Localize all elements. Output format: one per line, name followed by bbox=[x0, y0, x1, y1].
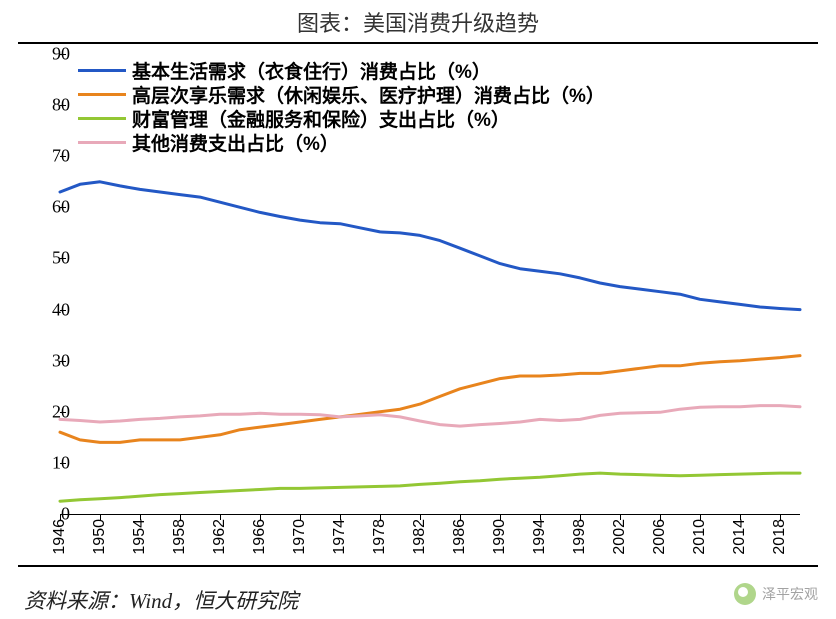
series-line-wealth bbox=[60, 473, 800, 501]
x-tick-label: 1950 bbox=[91, 519, 109, 555]
legend-label: 其他消费支出占比（%） bbox=[132, 129, 339, 156]
x-tick-label: 2002 bbox=[611, 519, 629, 555]
series-line-leisure bbox=[60, 356, 800, 443]
source-label: 资料来源：Wind，恒大研究院 bbox=[24, 585, 298, 615]
legend-swatch bbox=[78, 141, 126, 144]
x-tick-label: 2018 bbox=[771, 519, 789, 555]
x-tick-label: 1998 bbox=[571, 519, 589, 555]
series-line-basic bbox=[60, 182, 800, 310]
x-tick-label: 2010 bbox=[691, 519, 709, 555]
x-tick-label: 2006 bbox=[651, 519, 669, 555]
watermark-text: 泽平宏观 bbox=[762, 584, 818, 604]
y-tick bbox=[60, 105, 66, 106]
x-tick-label: 1978 bbox=[371, 519, 389, 555]
legend: 基本生活需求（衣食住行）消费占比（%）高层次享乐需求（休闲娱乐、医疗护理）消费占… bbox=[78, 58, 605, 154]
x-tick-label: 1990 bbox=[491, 519, 509, 555]
y-tick bbox=[60, 463, 66, 464]
x-tick-label: 1970 bbox=[291, 519, 309, 555]
x-tick-label: 1974 bbox=[331, 519, 349, 555]
x-tick-label: 2014 bbox=[731, 519, 749, 555]
x-tick-label: 1986 bbox=[451, 519, 469, 555]
wechat-icon bbox=[734, 583, 756, 605]
x-axis-line bbox=[60, 514, 800, 515]
y-tick bbox=[60, 156, 66, 157]
chart-title: 图表：美国消费升级趋势 bbox=[0, 0, 836, 42]
y-tick bbox=[60, 207, 66, 208]
y-tick bbox=[60, 310, 66, 311]
x-tick-label: 1962 bbox=[211, 519, 229, 555]
legend-label: 高层次享乐需求（休闲娱乐、医疗护理）消费占比（%） bbox=[132, 81, 605, 108]
x-tick-label: 1982 bbox=[411, 519, 429, 555]
x-tick-label: 1966 bbox=[251, 519, 269, 555]
y-tick bbox=[60, 412, 66, 413]
x-tick-label: 1954 bbox=[131, 519, 149, 555]
legend-item-basic: 基本生活需求（衣食住行）消费占比（%） bbox=[78, 58, 605, 82]
legend-item-leisure: 高层次享乐需求（休闲娱乐、医疗护理）消费占比（%） bbox=[78, 82, 605, 106]
x-tick-label: 1958 bbox=[171, 519, 189, 555]
legend-label: 基本生活需求（衣食住行）消费占比（%） bbox=[132, 57, 491, 84]
legend-item-wealth: 财富管理（金融服务和保险）支出占比（%） bbox=[78, 106, 605, 130]
series-line-other bbox=[60, 406, 800, 427]
watermark: 泽平宏观 bbox=[734, 583, 818, 605]
legend-swatch bbox=[78, 93, 126, 96]
legend-item-other: 其他消费支出占比（%） bbox=[78, 130, 605, 154]
y-tick bbox=[60, 258, 66, 259]
chart-container: 基本生活需求（衣食住行）消费占比（%）高层次享乐需求（休闲娱乐、医疗护理）消费占… bbox=[18, 42, 818, 567]
legend-swatch bbox=[78, 117, 126, 120]
x-tick-label: 1946 bbox=[51, 519, 69, 555]
y-tick bbox=[60, 54, 66, 55]
y-tick bbox=[60, 361, 66, 362]
legend-label: 财富管理（金融服务和保险）支出占比（%） bbox=[132, 105, 510, 132]
x-tick-label: 1994 bbox=[531, 519, 549, 555]
legend-swatch bbox=[78, 69, 126, 72]
